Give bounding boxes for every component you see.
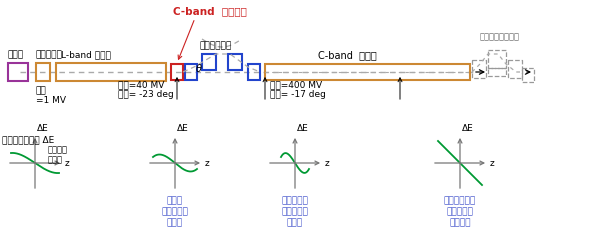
Text: 過剰に
付与された
逆湾曲: 過剰に 付与された 逆湾曲 <box>162 196 188 227</box>
Text: 進行方向
の位置: 進行方向 の位置 <box>48 145 68 164</box>
Text: ΔE: ΔE <box>297 124 309 133</box>
Text: C-band  補正空洞: C-band 補正空洞 <box>173 6 247 16</box>
Bar <box>56 63 166 81</box>
Text: L-band 加速管: L-band 加速管 <box>61 50 111 59</box>
Text: z: z <box>205 159 210 168</box>
Bar <box>472 60 486 78</box>
Text: 電圧
=1 MV: 電圧 =1 MV <box>36 86 66 105</box>
Text: ΔE: ΔE <box>177 124 189 133</box>
Text: バンチ圧縮器: バンチ圧縮器 <box>200 41 232 50</box>
Bar <box>488 50 506 68</box>
Bar <box>171 64 183 80</box>
Bar <box>8 63 28 81</box>
Bar <box>228 54 242 70</box>
Bar <box>36 63 50 81</box>
Text: バンチャー: バンチャー <box>36 50 63 59</box>
Bar <box>508 60 522 78</box>
Text: θ: θ <box>196 64 202 74</box>
Text: ΔE: ΔE <box>462 124 474 133</box>
Text: 電圧=400 MV
位相= -17 deg: 電圧=400 MV 位相= -17 deg <box>270 80 326 99</box>
Text: ΔE: ΔE <box>37 124 49 133</box>
Bar <box>522 68 534 82</box>
Bar <box>265 64 470 80</box>
Text: z: z <box>65 159 70 168</box>
Text: z: z <box>490 159 494 168</box>
Text: 電圧=40 MV
位相= -23 deg: 電圧=40 MV 位相= -23 deg <box>118 80 174 99</box>
Text: 線形化された
エネルギー
チャープ: 線形化された エネルギー チャープ <box>444 196 476 227</box>
Text: C-band  加速器: C-band 加速器 <box>318 50 376 60</box>
Text: z: z <box>325 159 330 168</box>
Text: 電子銃: 電子銃 <box>8 50 24 59</box>
Text: 圧縮により
強調された
逆湾曲: 圧縮により 強調された 逆湾曲 <box>282 196 309 227</box>
Text: エネルギー偶差 ΔE: エネルギー偶差 ΔE <box>2 135 54 144</box>
Bar <box>202 54 216 70</box>
Bar <box>488 68 506 76</box>
Bar <box>185 64 197 80</box>
Bar <box>248 64 260 80</box>
Text: 次のバンチ圧縮器: 次のバンチ圧縮器 <box>480 32 520 41</box>
